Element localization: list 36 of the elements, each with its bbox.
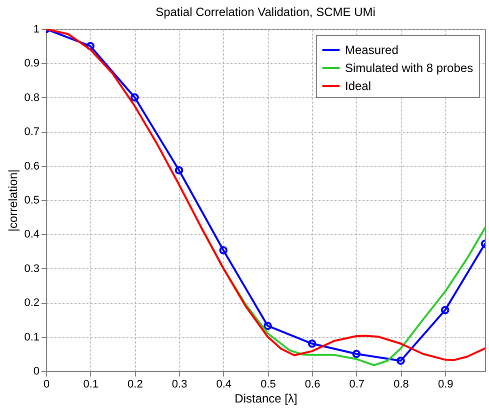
- point: [396, 356, 405, 365]
- y-tick-label: 0.6: [24, 160, 40, 172]
- x-tick-label: 0.5: [260, 378, 276, 390]
- x-tick-label: 0.6: [304, 378, 320, 390]
- point: [174, 166, 184, 174]
- point: [130, 93, 139, 102]
- x-tick-label: 0: [43, 378, 50, 390]
- point: [86, 42, 95, 50]
- y-tick-label: 0.5: [24, 194, 40, 206]
- x-tick-label: 0.8: [394, 378, 409, 390]
- y-tick-label: 0.1: [24, 331, 40, 344]
- legend-label: Measured: [345, 43, 398, 57]
- y-tick-label: 0: [33, 366, 40, 378]
- y-tick-label: 0.8: [24, 92, 40, 104]
- point: [219, 246, 228, 254]
- x-tick-label: 0.7: [349, 378, 365, 390]
- y-tick-label: 1: [33, 24, 40, 36]
- y-tick-label: 0.4: [24, 228, 40, 241]
- y-tick-label: 0.3: [24, 262, 40, 275]
- legend-label: Simulated with 8 probes: [345, 61, 474, 75]
- point: [264, 322, 272, 330]
- x-tick-label: 0.3: [172, 378, 188, 390]
- x-tick-label: 0.4: [216, 378, 232, 390]
- y-axis-title: |correlation|: [6, 169, 20, 232]
- chart-title: Spatial Correlation Validation, SCME UMi: [156, 5, 376, 19]
- x-axis-title: Distance [λ]: [234, 392, 298, 406]
- x-tick-label: 0.1: [83, 378, 98, 390]
- point: [308, 339, 316, 348]
- y-tick-label: 0.7: [24, 126, 40, 138]
- legend-label: Ideal: [345, 79, 372, 93]
- x-tick-label: 0.9: [438, 378, 454, 390]
- y-tick-label: 0.2: [24, 297, 40, 310]
- point: [352, 350, 361, 358]
- x-tick-label: 0.2: [128, 378, 143, 390]
- y-tick-label: 0.9: [24, 58, 40, 70]
- point: [440, 306, 450, 314]
